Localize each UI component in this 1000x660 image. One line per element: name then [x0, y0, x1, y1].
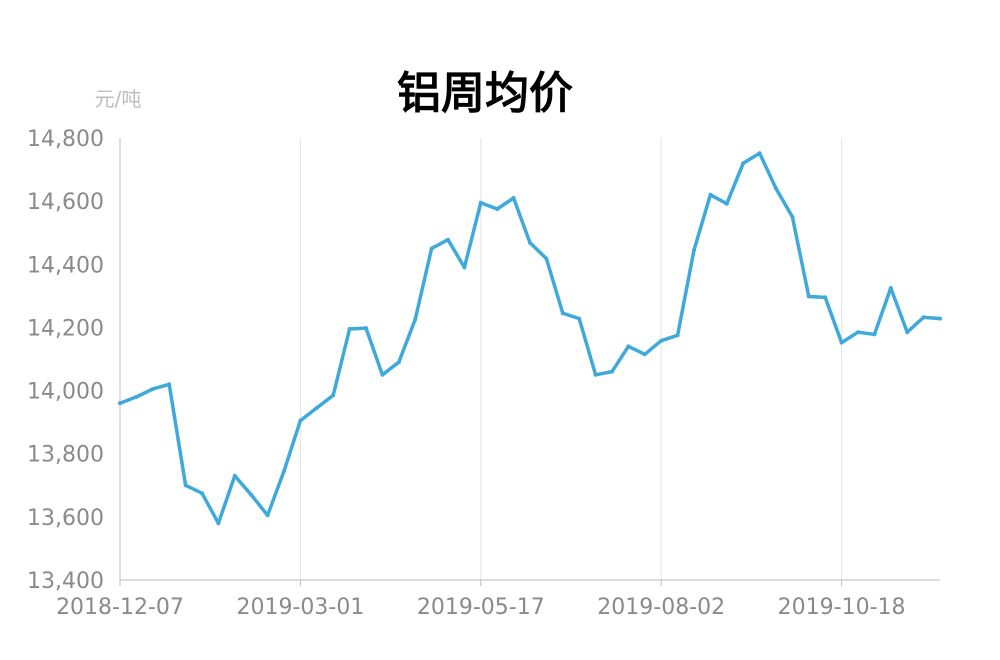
data-point [331, 393, 336, 398]
data-point [413, 317, 418, 322]
data-point [462, 265, 467, 270]
data-point [806, 294, 811, 299]
data-point [675, 333, 680, 338]
x-tick-label: 2019-05-17 [417, 595, 545, 620]
data-point [610, 369, 614, 374]
data-point [396, 360, 401, 365]
data-point [708, 192, 713, 197]
x-tick-label: 2019-03-01 [236, 595, 364, 620]
data-point [495, 207, 500, 211]
data-point [856, 330, 860, 335]
data-point [298, 418, 303, 423]
data-point [511, 196, 516, 200]
data-point [560, 311, 565, 316]
x-tick-label: 2019-08-02 [597, 595, 725, 620]
data-point [429, 246, 434, 251]
y-tick-label: 14,800 [27, 127, 104, 152]
data-point [642, 352, 647, 357]
data-point [232, 473, 237, 478]
data-point [790, 214, 795, 219]
data-point [774, 186, 778, 191]
data-point [593, 372, 598, 377]
data-point [282, 469, 286, 474]
x-tick-label: 2018-12-07 [56, 595, 184, 620]
data-point [741, 161, 746, 166]
y-tick-label: 14,600 [27, 190, 104, 215]
data-point [478, 200, 483, 205]
data-point [938, 316, 942, 321]
data-point [757, 151, 762, 156]
y-axis-unit-label: 元/吨 [95, 87, 142, 111]
data-point [265, 513, 270, 518]
data-point [446, 237, 450, 242]
data-point [921, 315, 926, 320]
y-tick-label: 14,000 [27, 380, 104, 405]
data-point [888, 286, 893, 290]
y-tick-label: 14,200 [27, 316, 104, 341]
series-group [118, 151, 942, 526]
data-point [626, 344, 631, 349]
chart-title: 铝周均价 [397, 68, 573, 119]
data-point [216, 521, 221, 526]
y-tick-label: 13,400 [27, 569, 104, 594]
series-line [118, 151, 942, 525]
x-axis-ticks: 2018-12-07 2019-03-01 2019-05-17 2019-08-02… [56, 580, 906, 620]
x-tick-label: 2019-10-18 [778, 595, 906, 620]
data-point [380, 372, 385, 377]
data-point [692, 248, 696, 253]
data-point [839, 340, 844, 345]
data-point [314, 405, 319, 410]
data-point [577, 316, 582, 321]
y-tick-label: 14,400 [27, 253, 104, 278]
data-point [872, 332, 877, 337]
data-point [249, 492, 254, 497]
data-point [183, 483, 188, 488]
data-point [167, 382, 172, 387]
gridlines [299, 138, 843, 580]
data-point [544, 256, 549, 261]
data-point [364, 326, 368, 331]
y-tick-label: 13,600 [27, 506, 104, 531]
data-point [823, 295, 828, 300]
data-point [134, 394, 139, 399]
data-point [528, 240, 532, 245]
data-point [200, 491, 204, 496]
y-tick-label: 13,800 [27, 443, 104, 468]
data-point [150, 387, 155, 391]
data-point [347, 327, 352, 331]
y-axis-ticks: 13,400 13,600 13,800 14,000 14,200 14,400 14,6… [27, 127, 104, 594]
data-point [905, 330, 910, 335]
data-point [724, 201, 729, 206]
data-point [118, 401, 122, 406]
data-point [659, 338, 664, 343]
